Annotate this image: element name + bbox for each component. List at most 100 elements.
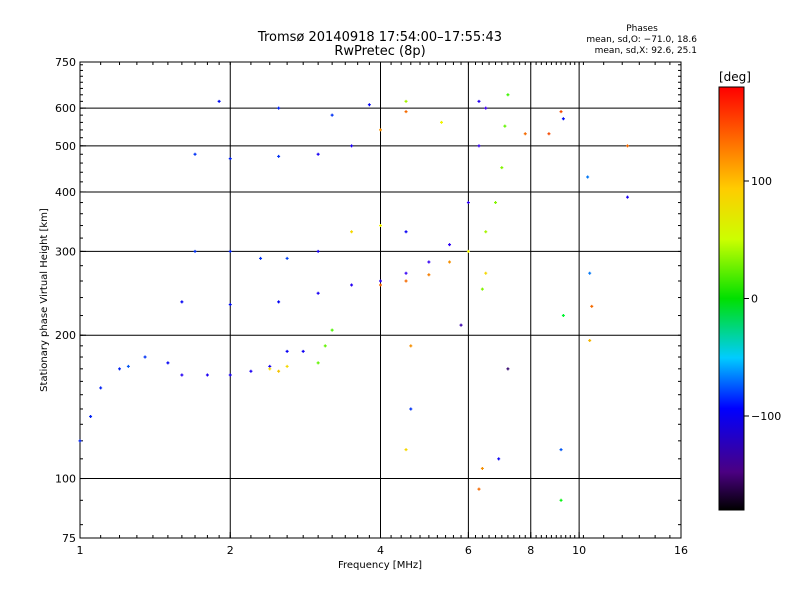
data-point <box>89 414 93 418</box>
y-axis-label: Stationary phase Virtual Height [km] <box>39 208 50 392</box>
data-point <box>625 144 629 148</box>
data-point <box>268 367 272 371</box>
data-point <box>126 364 130 368</box>
y-tick-label: 300 <box>55 245 76 258</box>
data-point <box>193 152 197 156</box>
x-tick-label: 4 <box>377 544 384 557</box>
data-point <box>166 361 170 365</box>
data-point <box>316 152 320 156</box>
data-point <box>404 279 408 283</box>
data-point <box>301 349 305 353</box>
data-point <box>448 243 452 247</box>
data-point <box>285 364 289 368</box>
y-tick-label: 200 <box>55 329 76 342</box>
data-point <box>404 230 408 234</box>
data-point <box>205 373 209 377</box>
x-axis-label: Frequency [MHz] <box>338 560 422 571</box>
data-point <box>143 355 147 359</box>
data-point <box>277 154 281 158</box>
data-point <box>559 448 563 452</box>
data-point <box>379 128 382 132</box>
data-point <box>316 361 320 365</box>
data-point <box>323 344 327 348</box>
data-point <box>409 344 413 348</box>
data-point <box>259 256 263 260</box>
data-point <box>316 291 320 295</box>
x-tick-label: 1 <box>77 544 84 557</box>
data-point <box>625 195 629 199</box>
data-point <box>118 367 122 371</box>
stats-line-o: mean, sd,O: −71.0, 18.6 <box>586 35 697 45</box>
data-point <box>404 99 408 103</box>
data-point <box>350 283 354 287</box>
data-point <box>427 273 431 277</box>
data-point <box>99 386 103 390</box>
colorbar-ticks: 100 0 −100 <box>744 175 781 423</box>
data-point <box>484 230 488 234</box>
data-point <box>277 369 281 373</box>
x-tick-label: 2 <box>227 544 234 557</box>
colorbar <box>718 86 745 511</box>
data-point <box>78 439 82 443</box>
data-point <box>379 283 382 287</box>
data-point <box>547 132 551 136</box>
data-point <box>217 99 221 103</box>
data-point <box>561 314 565 318</box>
data-point <box>285 349 289 353</box>
y-tick-label: 400 <box>55 186 76 199</box>
data-point <box>350 230 354 234</box>
data-point <box>367 103 371 107</box>
data-point <box>477 487 481 491</box>
data-point <box>477 144 481 148</box>
colorbar-label: [deg] <box>719 70 751 84</box>
data-point <box>448 260 452 264</box>
data-points <box>78 93 629 502</box>
x-tick-label: 8 <box>527 544 534 557</box>
data-point <box>590 304 594 308</box>
data-point <box>228 157 232 161</box>
x-tick-label: 6 <box>465 544 472 557</box>
chart-title: Tromsø 20140918 17:54:00–17:55:43 <box>257 30 502 45</box>
colorbar-tick-label: 0 <box>751 293 758 306</box>
colorbar-tick-label: 100 <box>751 175 772 188</box>
data-point <box>588 338 592 342</box>
colorbar-tick-label: −100 <box>751 410 781 423</box>
data-point <box>193 249 197 253</box>
data-point <box>180 373 184 377</box>
data-point <box>484 106 488 110</box>
data-point <box>350 144 354 148</box>
data-point <box>506 367 510 371</box>
stats-heading: Phases <box>626 24 658 34</box>
data-point <box>480 466 484 470</box>
data-point <box>559 498 563 502</box>
grid-lines <box>80 62 681 538</box>
data-point <box>440 120 443 124</box>
data-point <box>561 117 565 121</box>
chart-subtitle: RwPretec (8p) <box>334 44 425 59</box>
data-point <box>249 369 253 373</box>
y-tick-label: 100 <box>55 473 76 486</box>
data-point <box>228 249 232 253</box>
data-point <box>277 106 281 110</box>
data-point <box>506 93 510 97</box>
x-tick-label: 16 <box>674 544 688 557</box>
data-point <box>404 110 408 114</box>
data-point <box>466 201 470 205</box>
data-point <box>427 260 431 264</box>
data-point <box>586 175 590 179</box>
data-point <box>477 99 481 103</box>
data-point <box>330 328 334 332</box>
data-point <box>523 132 527 136</box>
data-point <box>330 113 334 117</box>
stats-line-x: mean, sd,X: 92.6, 25.1 <box>595 46 697 56</box>
data-point <box>285 256 289 260</box>
data-point <box>228 303 232 307</box>
data-point <box>409 407 413 411</box>
data-point <box>180 300 184 304</box>
data-point <box>379 224 382 228</box>
axis-ticks: 1 2 4 6 8 10 16 75 100 200 300 400 500 600 750 <box>55 56 688 557</box>
data-point <box>379 279 382 283</box>
data-point <box>494 201 498 205</box>
y-tick-label: 500 <box>55 140 76 153</box>
